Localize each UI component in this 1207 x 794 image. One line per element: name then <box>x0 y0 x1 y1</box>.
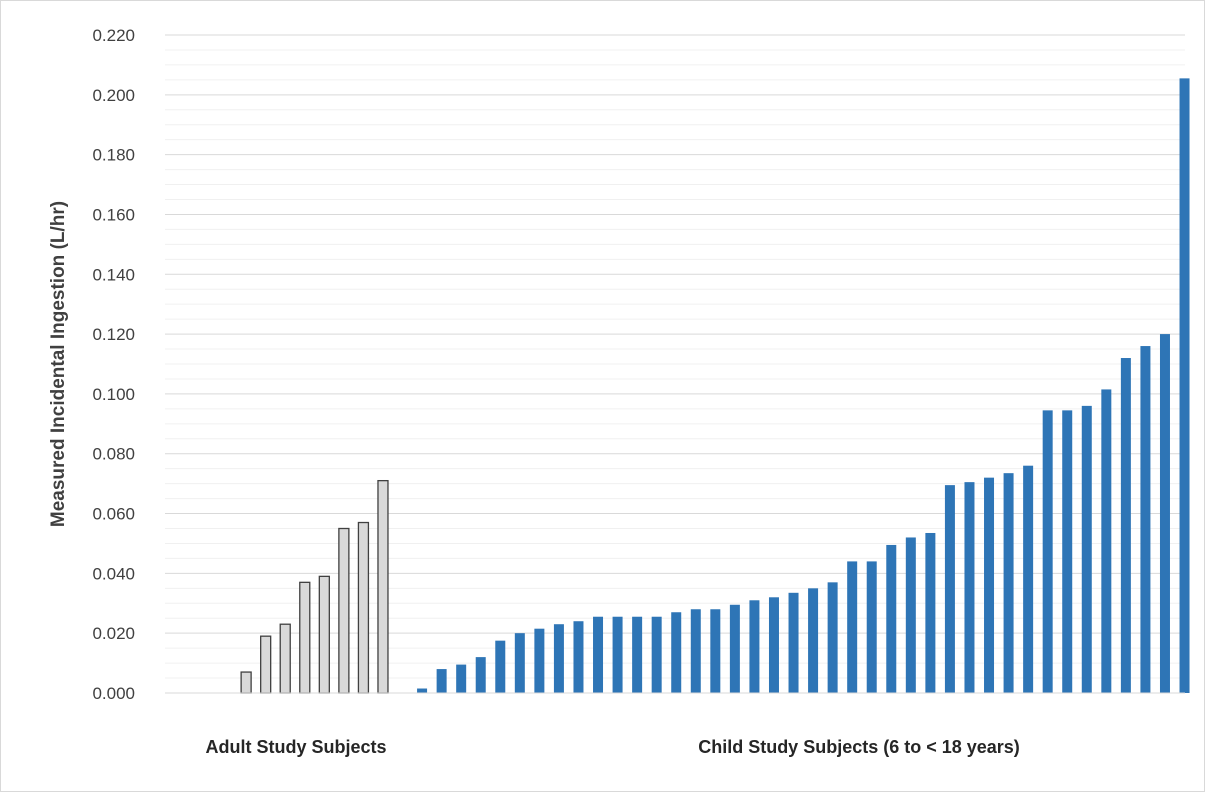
adult-group-label: Adult Study Subjects <box>205 737 386 757</box>
child-bar <box>671 612 682 693</box>
y-tick-label: 0.100 <box>92 385 135 404</box>
child-bar <box>1062 410 1073 693</box>
child-bar <box>514 633 525 693</box>
child-bar <box>808 588 819 693</box>
child-bar <box>456 664 467 693</box>
adult-bar <box>377 479 389 694</box>
child-bar <box>1159 334 1170 693</box>
child-bar <box>573 621 584 693</box>
child-bar <box>984 477 995 693</box>
child-bar <box>1023 465 1034 693</box>
minor-gridlines <box>165 49 1185 679</box>
y-tick-label: 0.160 <box>92 205 135 224</box>
bars <box>240 78 1190 694</box>
adult-bar <box>260 635 272 694</box>
child-bar <box>944 485 955 693</box>
child-bar <box>749 600 760 693</box>
child-bar <box>612 616 623 693</box>
child-group-label: Child Study Subjects (6 to < 18 years) <box>698 737 1020 757</box>
child-bar <box>1101 389 1112 693</box>
child-bar <box>925 532 936 693</box>
child-bar <box>768 597 779 693</box>
y-tick-label: 0.040 <box>92 564 135 583</box>
adult-bar <box>240 671 252 694</box>
adult-bar <box>318 575 330 694</box>
child-bar <box>827 582 838 693</box>
child-bar <box>710 609 721 693</box>
y-tick-label: 0.200 <box>92 86 135 105</box>
child-bar <box>866 561 877 693</box>
adult-bar <box>299 581 311 694</box>
child-bar <box>436 669 447 693</box>
y-tick-label: 0.020 <box>92 624 135 643</box>
child-bar <box>534 628 545 693</box>
child-bar <box>886 544 897 693</box>
adult-bar <box>279 623 291 694</box>
child-bar <box>495 640 506 693</box>
adult-bar <box>338 527 350 694</box>
y-tick-label: 0.060 <box>92 505 135 524</box>
child-bar <box>1042 410 1053 693</box>
y-tick-label: 0.220 <box>92 26 135 45</box>
child-bar <box>475 657 486 693</box>
child-bar <box>417 688 428 693</box>
child-bar <box>1003 473 1014 693</box>
child-bar <box>1120 358 1131 693</box>
adult-bar <box>357 521 370 694</box>
child-bar <box>1081 405 1092 693</box>
child-bar <box>632 616 643 693</box>
child-bar <box>690 609 701 693</box>
y-tick-label: 0.080 <box>92 445 135 464</box>
child-bar <box>905 537 916 693</box>
child-bar <box>1140 346 1151 693</box>
y-tick-label: 0.000 <box>92 684 135 703</box>
child-bar <box>1179 78 1190 694</box>
y-tick-label: 0.120 <box>92 325 135 344</box>
child-bar <box>593 616 604 693</box>
y-tick-label: 0.140 <box>92 265 135 284</box>
child-bar <box>553 624 564 693</box>
child-bar <box>651 616 662 693</box>
child-bar <box>729 604 740 693</box>
y-tick-label: 0.180 <box>92 146 135 165</box>
y-axis-ticks: 0.000 0.020 0.040 0.060 0.080 0.100 0.120 0.140… <box>92 26 135 703</box>
child-bar <box>964 482 975 693</box>
major-gridlines <box>165 34 1185 634</box>
y-axis-label: Measured Incidental Ingestion (L/hr) <box>48 201 69 527</box>
child-bar <box>847 561 858 693</box>
child-bar <box>788 592 799 693</box>
